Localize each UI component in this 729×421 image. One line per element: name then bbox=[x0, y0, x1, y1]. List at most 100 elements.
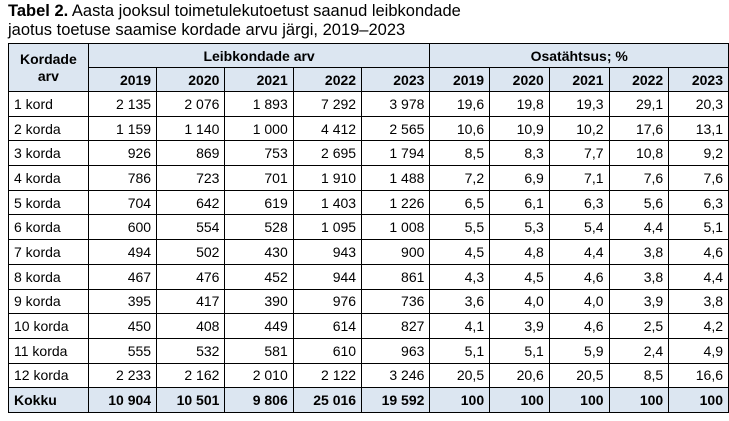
cell: 581 bbox=[224, 337, 294, 364]
cell: 869 bbox=[156, 140, 226, 167]
cell: 2,5 bbox=[608, 313, 670, 339]
cell: 10 904 bbox=[87, 387, 158, 413]
cell: 943 bbox=[292, 239, 363, 265]
cell: 1 403 bbox=[292, 189, 363, 216]
year-header: 2022 bbox=[292, 67, 363, 92]
cell: 2,4 bbox=[608, 337, 670, 364]
cell: 10,6 bbox=[429, 115, 491, 142]
cell: 5,9 bbox=[548, 337, 610, 364]
cell: 4,4 bbox=[608, 214, 670, 241]
cell: 753 bbox=[224, 140, 294, 167]
row-label: 8 korda bbox=[8, 263, 89, 290]
cell: 4 412 bbox=[292, 115, 363, 142]
cell: 9 806 bbox=[224, 387, 294, 413]
row-label: 11 korda bbox=[8, 337, 89, 364]
cell: 3,6 bbox=[429, 288, 491, 315]
cell: 1 794 bbox=[361, 140, 431, 167]
cell: 5,1 bbox=[489, 337, 550, 364]
year-header: 2023 bbox=[668, 67, 729, 92]
year-header: 2019 bbox=[87, 67, 158, 92]
cell: 704 bbox=[87, 189, 158, 216]
cell: 2 565 bbox=[361, 115, 431, 142]
cell: 467 bbox=[87, 263, 158, 290]
cell: 4,1 bbox=[429, 313, 491, 339]
data-table: Kordade arv Leibkondade arv Osatähtsus; % 2… bbox=[8, 43, 729, 413]
cell: 827 bbox=[361, 313, 431, 339]
row-label: 7 korda bbox=[8, 239, 89, 265]
cell: 5,4 bbox=[548, 214, 610, 241]
header-row: 2019 2020 2021 2022 2023 2019 2020 2021 2022 2023 bbox=[9, 67, 729, 92]
table-caption: Aasta jooksul toimetulekutoetust saanud … bbox=[8, 2, 461, 39]
cell: 4,9 bbox=[668, 337, 729, 364]
cell: 450 bbox=[87, 313, 158, 339]
cell: 19,3 bbox=[548, 91, 610, 117]
cell: 430 bbox=[224, 239, 294, 265]
cell: 4,5 bbox=[489, 263, 550, 290]
cell: 6,3 bbox=[668, 189, 729, 216]
cell: 554 bbox=[156, 214, 226, 241]
data-row: 11 korda 555 532 581 610 963 5,1 5,1 5,9 2,4 4,9 bbox=[8, 337, 729, 364]
cell: 2 076 bbox=[156, 91, 226, 117]
cell: 417 bbox=[156, 288, 226, 315]
cell: 395 bbox=[87, 288, 158, 315]
cell: 1 226 bbox=[361, 189, 431, 216]
cell: 7,6 bbox=[608, 165, 670, 191]
year-header: 2022 bbox=[608, 67, 670, 92]
row-label: Kokku bbox=[8, 387, 89, 413]
cell: 532 bbox=[156, 337, 226, 364]
cell: 7,6 bbox=[668, 165, 729, 191]
cell: 619 bbox=[224, 189, 294, 216]
cell: 8,5 bbox=[429, 140, 491, 167]
cell: 861 bbox=[361, 263, 431, 290]
row-label: 9 korda bbox=[8, 288, 89, 315]
cell: 10 501 bbox=[156, 387, 226, 413]
data-row: 3 korda 926 869 753 2 695 1 794 8,5 8,3 7,7 10,8 9… bbox=[8, 140, 729, 167]
cell: 494 bbox=[87, 239, 158, 265]
cell: 4,5 bbox=[429, 239, 491, 265]
total-row: Kokku 10 904 10 501 9 806 25 016 19 592 100 100… bbox=[8, 387, 729, 413]
cell: 8,5 bbox=[608, 362, 670, 389]
cell: 3,9 bbox=[608, 288, 670, 315]
year-header: 2021 bbox=[548, 67, 610, 92]
cell: 100 bbox=[668, 387, 729, 413]
cell: 4,6 bbox=[668, 239, 729, 265]
cell: 701 bbox=[224, 165, 294, 191]
cell: 19,8 bbox=[489, 91, 550, 117]
cell: 6,9 bbox=[489, 165, 550, 191]
row-label: 3 korda bbox=[8, 140, 89, 167]
year-header: 2020 bbox=[489, 67, 550, 92]
cell: 5,3 bbox=[489, 214, 550, 241]
cell: 600 bbox=[87, 214, 158, 241]
cell: 4,6 bbox=[548, 263, 610, 290]
cell: 2 162 bbox=[156, 362, 226, 389]
cell: 4,8 bbox=[489, 239, 550, 265]
cell: 8,3 bbox=[489, 140, 550, 167]
cell: 408 bbox=[156, 313, 226, 339]
cell: 449 bbox=[224, 313, 294, 339]
cell: 976 bbox=[292, 288, 363, 315]
cell: 452 bbox=[224, 263, 294, 290]
data-row: 2 korda 1 159 1 140 1 000 4 412 2 565 10,6 10,9… bbox=[8, 115, 729, 142]
cell: 16,6 bbox=[668, 362, 729, 389]
cell: 7,7 bbox=[548, 140, 610, 167]
cell: 2 010 bbox=[224, 362, 294, 389]
header-row: Kordade arv Leibkondade arv Osatähtsus; % bbox=[8, 43, 729, 92]
cell: 20,5 bbox=[429, 362, 491, 389]
cell: 19 592 bbox=[361, 387, 431, 413]
cell: 944 bbox=[292, 263, 363, 290]
cell: 1 008 bbox=[361, 214, 431, 241]
cell: 100 bbox=[489, 387, 550, 413]
cell: 100 bbox=[548, 387, 610, 413]
cell: 614 bbox=[292, 313, 363, 339]
cell: 610 bbox=[292, 337, 363, 364]
group-header: Leibkondade arv bbox=[87, 43, 431, 68]
cell: 1 095 bbox=[292, 214, 363, 241]
row-label: 12 korda bbox=[8, 362, 89, 389]
row-label: 4 korda bbox=[8, 165, 89, 191]
cell: 528 bbox=[224, 214, 294, 241]
cell: 6,3 bbox=[548, 189, 610, 216]
cell: 20,3 bbox=[668, 91, 729, 117]
cell: 786 bbox=[87, 165, 158, 191]
row-label: 6 korda bbox=[8, 214, 89, 241]
